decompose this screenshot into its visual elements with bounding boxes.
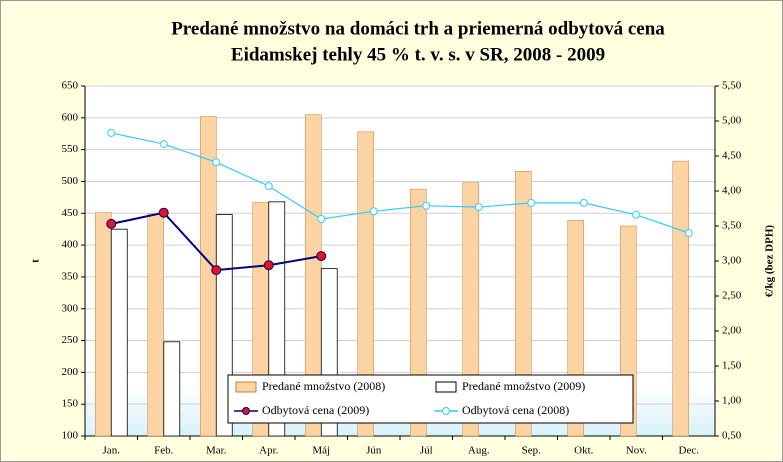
- x-tick-label: Feb.: [154, 445, 174, 457]
- x-tick-label: Okt.: [574, 445, 594, 457]
- marker: [579, 198, 588, 207]
- marker: [422, 201, 431, 210]
- bar: [672, 160, 689, 437]
- y-tick-label: 500: [62, 175, 79, 187]
- bar: [95, 212, 112, 437]
- marker: [632, 210, 641, 219]
- y-axis-label: t: [30, 259, 42, 263]
- y2-tick-label: 4,00: [722, 185, 742, 197]
- y2-tick-label: 0,50: [722, 430, 742, 442]
- marker: [212, 158, 221, 167]
- chart-title: Eidamskej tehly 45 % t. v. s. v SR, 2008…: [231, 44, 605, 65]
- y2-tick-label: 2,50: [722, 290, 742, 302]
- marker: [264, 182, 273, 191]
- marker: [316, 251, 327, 262]
- x-tick-label: Máj: [312, 445, 330, 457]
- legend-label: Odbytová cena (2008): [462, 403, 569, 417]
- marker: [106, 218, 117, 229]
- bar: [462, 182, 479, 437]
- y2-tick-label: 3,50: [722, 220, 742, 232]
- bar: [110, 228, 128, 437]
- x-tick-label: Sep.: [522, 445, 542, 457]
- marker: [369, 207, 378, 216]
- legend-label: Predané množstvo (2008): [262, 379, 385, 393]
- bar: [410, 188, 427, 437]
- bar: [515, 171, 532, 437]
- y2-tick-label: 1,00: [722, 395, 742, 407]
- legend-box: [227, 374, 634, 424]
- marker: [317, 215, 326, 223]
- y-tick-label: 150: [62, 398, 79, 410]
- x-tick-label: Mar.: [206, 445, 227, 457]
- legend-marker: [242, 407, 250, 415]
- marker: [474, 203, 483, 212]
- marker: [527, 198, 536, 207]
- marker: [684, 229, 693, 237]
- y2-axis-label: €/kg (bez DPH): [764, 225, 776, 297]
- legend-marker: [442, 407, 450, 415]
- x-tick-label: Apr.: [259, 445, 279, 457]
- x-tick-label: Jún: [366, 445, 382, 457]
- x-tick-label: Dec.: [679, 445, 700, 457]
- marker: [159, 140, 168, 149]
- y-tick-label: 650: [62, 80, 79, 92]
- legend-label: Predané množstvo (2009): [462, 379, 585, 393]
- x-tick-label: Aug.: [468, 445, 490, 457]
- line: [111, 132, 689, 234]
- x-tick-label: Júl: [420, 445, 433, 457]
- y-tick-label: 550: [62, 143, 79, 155]
- x-tick-label: Nov.: [626, 445, 647, 457]
- bar: [163, 341, 181, 437]
- bar: [357, 131, 374, 437]
- y2-tick-label: 1,50: [722, 360, 742, 372]
- y2-tick-label: 2,00: [722, 325, 742, 337]
- x-tick-label: Jan.: [103, 445, 121, 457]
- marker: [158, 207, 169, 218]
- y2-tick-label: 5,50: [722, 80, 742, 92]
- y-tick-label: 300: [62, 302, 79, 314]
- marker: [211, 265, 222, 276]
- y2-tick-label: 4,50: [722, 150, 742, 162]
- y-tick-label: 400: [62, 239, 79, 251]
- chart-title: Predané množstvo na domáci trh a priemer…: [171, 18, 665, 39]
- y2-tick-label: 3,00: [722, 255, 742, 267]
- y-tick-label: 450: [62, 207, 79, 219]
- y-tick-label: 600: [62, 111, 79, 123]
- legend-label: Odbytová cena (2009): [262, 403, 369, 417]
- marker: [263, 260, 274, 271]
- y-tick-label: 200: [62, 366, 79, 378]
- y-tick-label: 350: [62, 270, 79, 282]
- y-tick-label: 100: [62, 430, 79, 442]
- y2-tick-label: 5,00: [722, 115, 742, 127]
- marker: [107, 128, 116, 137]
- legend-swatch: [235, 381, 257, 393]
- y-tick-label: 250: [62, 334, 79, 346]
- bar: [147, 213, 164, 437]
- legend-swatch: [435, 381, 457, 393]
